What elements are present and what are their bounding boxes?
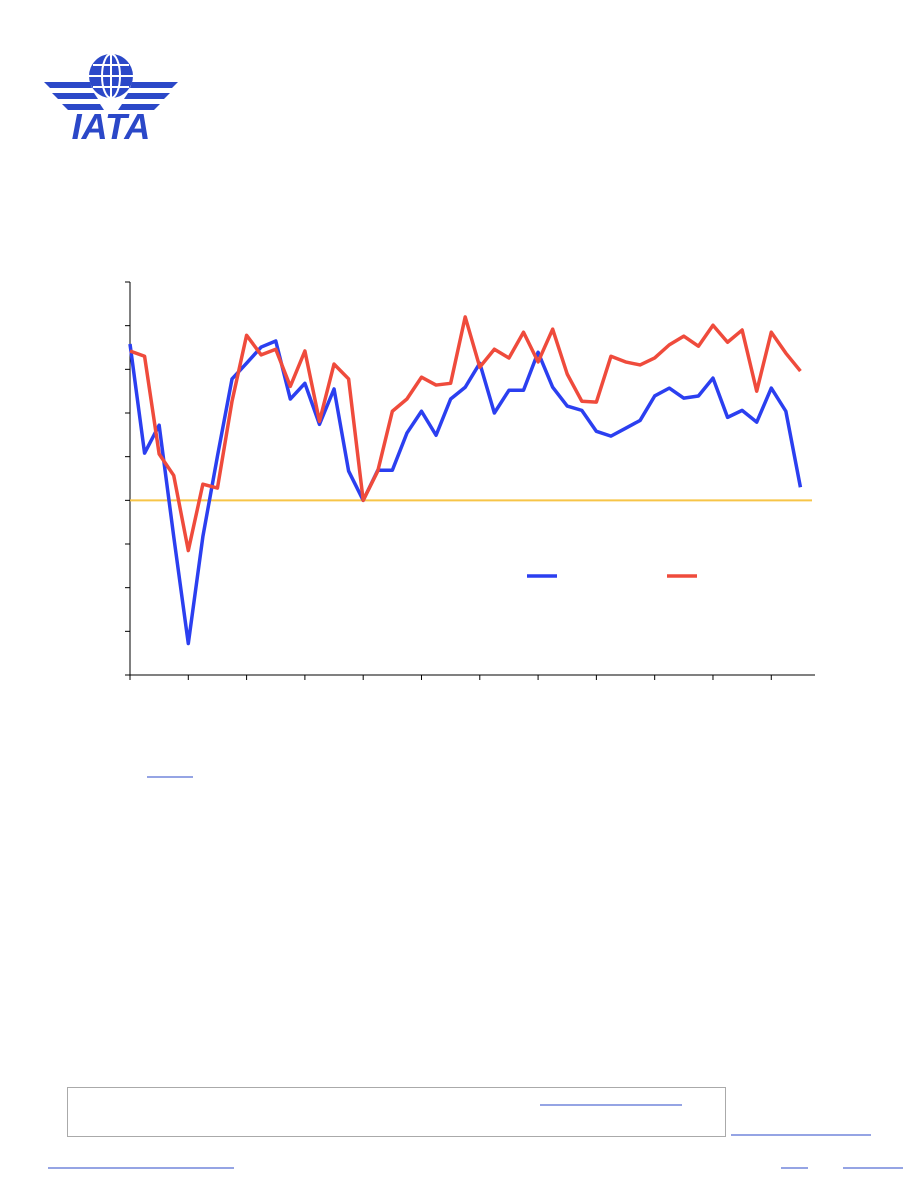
line-series	[129, 315, 802, 553]
logo-text: IATA	[72, 106, 151, 147]
line-series	[128, 339, 803, 646]
notice-box	[67, 1087, 726, 1137]
logo: IATA	[44, 53, 178, 147]
